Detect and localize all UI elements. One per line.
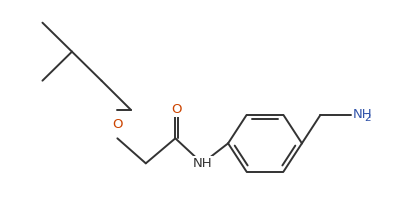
Text: 2: 2 — [363, 113, 370, 123]
Text: NH: NH — [192, 157, 211, 170]
Text: NH: NH — [352, 108, 371, 121]
Text: O: O — [171, 103, 181, 116]
Text: O: O — [112, 118, 122, 131]
